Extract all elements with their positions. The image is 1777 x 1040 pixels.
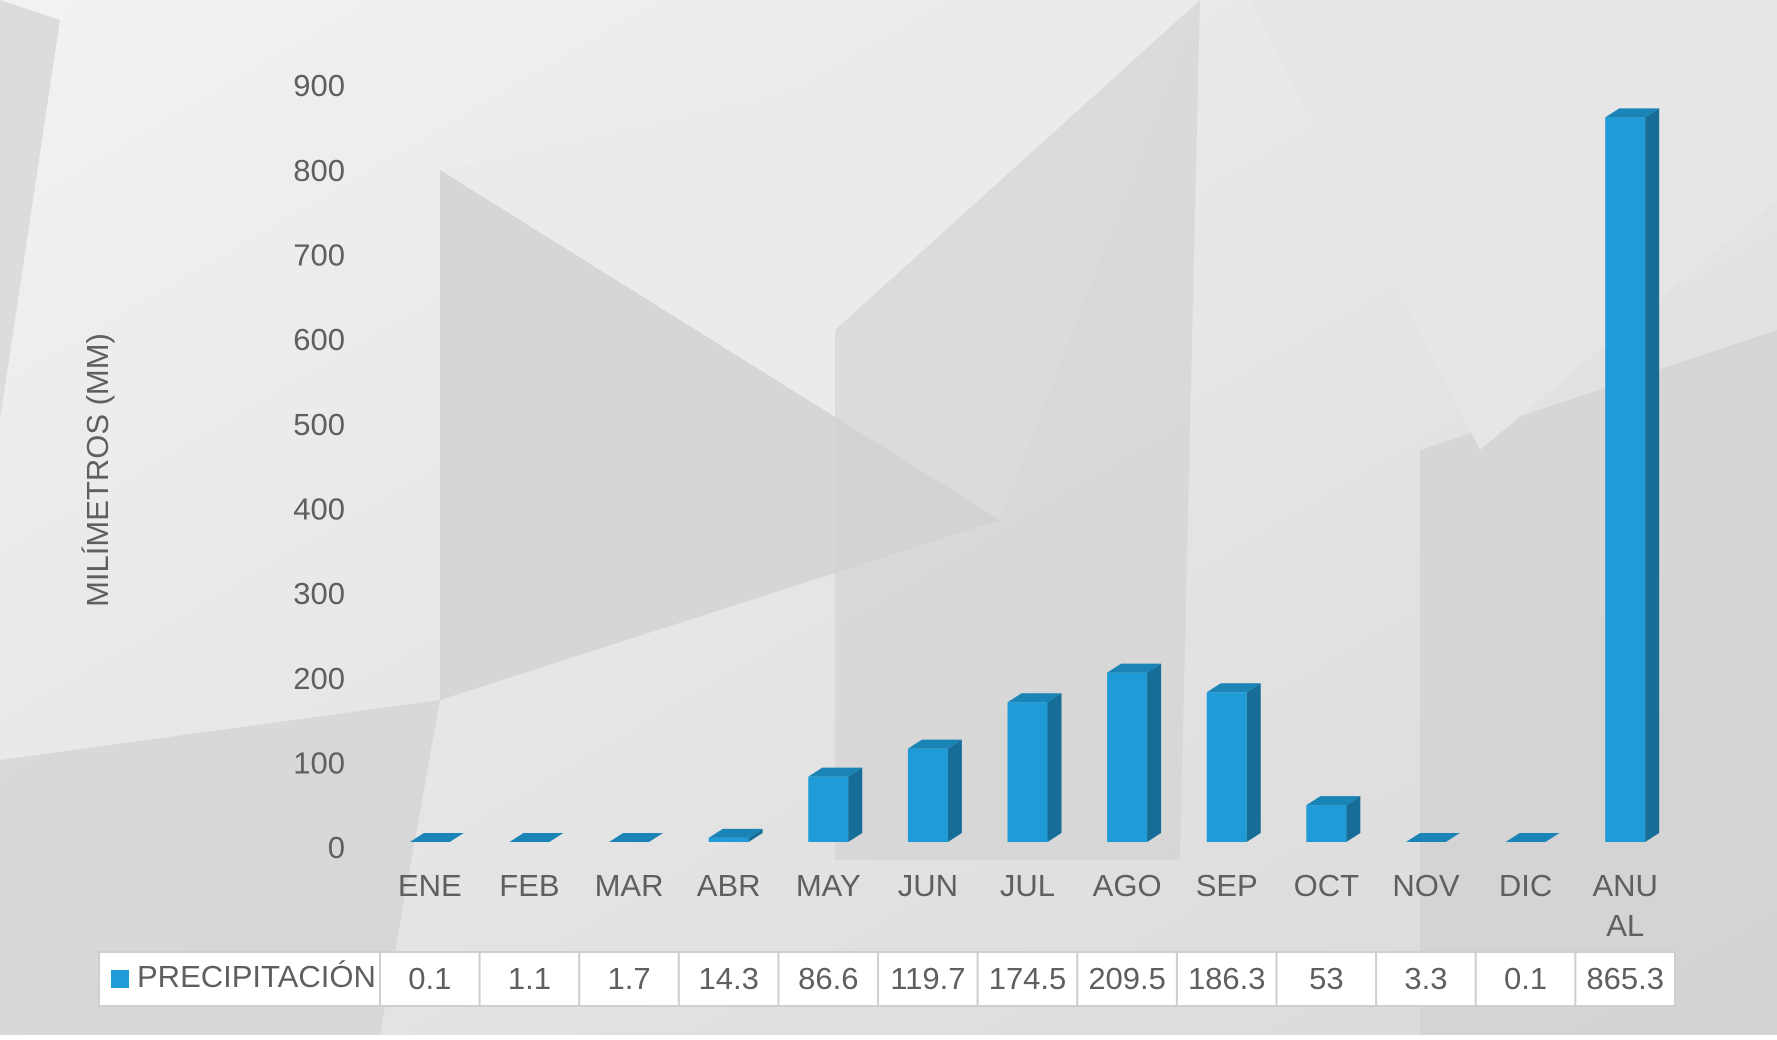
x-tick-label: NOV [1392, 868, 1460, 903]
bar-top [1007, 693, 1062, 703]
table-cell [1375, 951, 1477, 1007]
bar [907, 748, 948, 842]
y-tick-label: 500 [293, 407, 345, 442]
table-cell [1175, 951, 1278, 1007]
bar-top [1206, 683, 1261, 693]
table-cell [98, 951, 381, 1007]
bar-top [1605, 108, 1660, 118]
bar-side [1645, 108, 1660, 842]
table-cell [877, 951, 979, 1007]
table-value: 0.1 [408, 961, 451, 996]
table-cell [1275, 951, 1378, 1007]
table-value: 0.1 [1504, 961, 1547, 996]
x-tick-label: SEP [1196, 868, 1258, 903]
table-value: 53 [1309, 961, 1343, 996]
bar-top [907, 739, 962, 749]
y-tick-label: 400 [293, 492, 345, 527]
y-tick-label: 800 [293, 153, 345, 188]
table-value: 174.5 [989, 961, 1067, 996]
table-value: 119.7 [890, 961, 965, 996]
legend-label: PRECIPITACIÓN [137, 959, 376, 994]
y-tick-label: 200 [293, 661, 345, 696]
table-value: 1.7 [607, 961, 650, 996]
bar-top [509, 833, 564, 842]
x-tick-label: AGO [1093, 868, 1162, 903]
table-cell [478, 951, 581, 1007]
table-cell [1574, 951, 1677, 1007]
legend-key [111, 970, 129, 988]
y-tick-label: 100 [293, 746, 345, 781]
bar-side [1047, 693, 1062, 842]
x-tick-label: ANU AL [1592, 868, 1657, 943]
x-tick-label: MAR [595, 868, 664, 903]
table-cell [677, 951, 780, 1007]
table-cell [1076, 951, 1178, 1007]
bar-top [1107, 663, 1162, 673]
bar [808, 776, 849, 842]
y-tick-label: 0 [328, 830, 345, 865]
bar-top [1405, 833, 1460, 842]
y-tick-label: 700 [293, 238, 345, 273]
table-cell [777, 951, 880, 1007]
bar-side [947, 739, 962, 842]
table-value: 14.3 [698, 961, 758, 996]
bar [708, 837, 749, 842]
table-value: 86.6 [798, 961, 858, 996]
table-value: 209.5 [1088, 961, 1166, 996]
bar-top [609, 833, 664, 842]
bar-side [848, 767, 863, 842]
bar-top [808, 767, 863, 777]
bar-side [748, 828, 763, 842]
bar-top [708, 828, 763, 838]
x-tick-label: DIC [1499, 868, 1552, 903]
bar [1206, 692, 1247, 842]
bar [1306, 805, 1347, 842]
bar-side [1246, 683, 1261, 842]
y-axis-title: MILÍMETROS (MM) [80, 333, 115, 607]
table-cell [578, 951, 680, 1007]
bar [1605, 117, 1646, 842]
x-tick-label: ABR [697, 868, 761, 903]
bar-top [409, 833, 464, 842]
x-tick-label: FEB [499, 868, 559, 903]
table-value: 865.3 [1586, 961, 1664, 996]
bar-top [1505, 833, 1560, 842]
bar-side [1147, 663, 1162, 842]
bar-side [1346, 796, 1361, 842]
y-tick-label: 300 [293, 576, 345, 611]
table-value: 186.3 [1188, 961, 1266, 996]
x-tick-label: MAY [796, 868, 861, 903]
table-value: 3.3 [1404, 961, 1447, 996]
x-tick-label: ENE [398, 868, 462, 903]
x-tick-label: JUN [898, 868, 958, 903]
table-value: 1.1 [508, 961, 551, 996]
bar [1007, 702, 1048, 842]
bar [1107, 672, 1148, 842]
table-cell [976, 951, 1079, 1007]
bar-top [1306, 796, 1361, 806]
y-tick-label: 900 [293, 68, 345, 103]
y-tick-label: 600 [293, 322, 345, 357]
x-tick-label: OCT [1294, 868, 1360, 903]
x-tick-label: JUL [1000, 868, 1055, 903]
